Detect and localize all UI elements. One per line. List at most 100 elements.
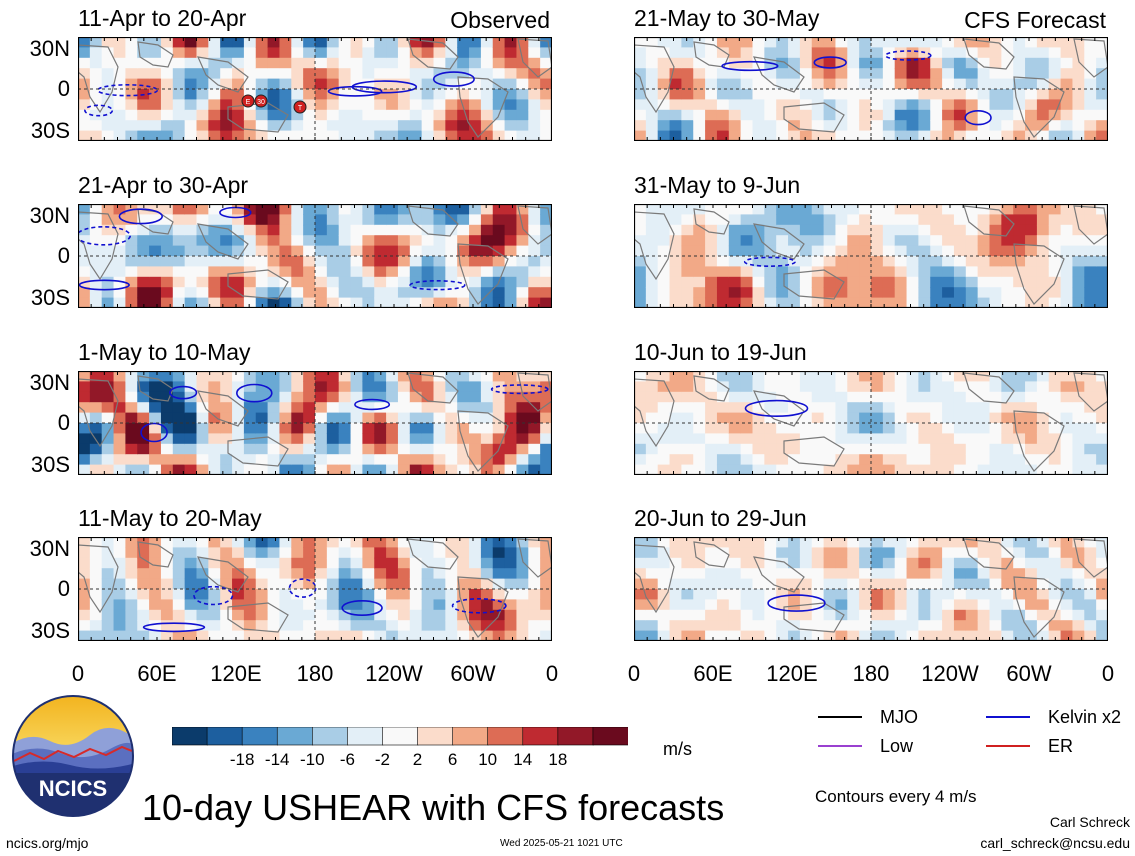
heatmap-cell: [433, 214, 446, 226]
heatmap-cell: [196, 578, 209, 590]
heatmap-cell: [386, 89, 399, 100]
heatmap-cell: [634, 547, 647, 559]
heatmap-cell: [492, 256, 506, 267]
heatmap-cell: [965, 578, 979, 590]
heatmap-cell: [291, 620, 304, 632]
heatmap-cell: [480, 454, 494, 466]
heatmap-cell: [847, 391, 860, 403]
heatmap-cell: [220, 245, 233, 257]
heatmap-cell: [492, 89, 506, 100]
heatmap-cell: [540, 443, 552, 455]
heatmap-cell: [989, 224, 1002, 236]
heatmap-cell: [788, 609, 801, 621]
heatmap-cell: [1072, 433, 1085, 445]
heatmap-cell: [811, 443, 825, 455]
heatmap-cell: [1084, 620, 1097, 632]
heatmap-cell: [823, 37, 837, 48]
heatmap-cell: [125, 557, 138, 569]
heatmap-cell: [728, 433, 742, 445]
heatmap-cell: [752, 578, 765, 590]
coastlines: [634, 538, 1108, 638]
heatmap-cell: [101, 547, 115, 559]
heatmap-cell: [942, 214, 955, 226]
heatmap-cell: [882, 609, 896, 621]
heatmap-cell: [540, 391, 552, 403]
heatmap-cell: [1013, 578, 1026, 590]
heatmap-cell: [716, 99, 730, 111]
heatmap-cell: [799, 297, 813, 308]
heatmap-cell: [776, 412, 789, 424]
heatmap-cell: [338, 443, 352, 455]
heatmap-cell: [172, 287, 186, 299]
heatmap-cell: [125, 630, 138, 641]
heatmap-cell: [705, 464, 718, 475]
heatmap-cell: [208, 609, 221, 621]
heatmap-cell: [906, 599, 919, 611]
heatmap-cell: [421, 266, 435, 278]
heatmap-cell: [172, 276, 186, 288]
heatmap-cell: [1096, 599, 1108, 611]
heatmap-cell: [942, 224, 955, 236]
heatmap-cell: [1013, 381, 1026, 393]
kelvin-contour: [327, 85, 383, 97]
heatmap-cell: [243, 297, 257, 308]
heatmap-cell: [184, 412, 198, 424]
heatmap-cell: [1001, 287, 1014, 299]
heatmap-cell: [634, 578, 647, 590]
heatmap-cell: [101, 130, 115, 141]
heatmap-cell: [681, 371, 694, 382]
kelvin-contour: [219, 206, 252, 219]
heatmap-cell: [657, 235, 671, 247]
heatmap-cell: [918, 589, 931, 600]
heatmap-cell: [918, 120, 931, 132]
heatmap-cell: [350, 557, 363, 569]
heatmap-cell: [78, 454, 91, 466]
heatmap-cell: [776, 381, 789, 393]
heatmap-cell: [113, 99, 126, 111]
heatmap-cell: [172, 578, 186, 590]
heatmap-cell: [1048, 630, 1062, 641]
heatmap-cell: [799, 37, 813, 48]
heatmap-cell: [657, 99, 671, 111]
heatmap-cell: [953, 578, 967, 590]
heatmap-cell: [705, 433, 718, 445]
heatmap-cell: [220, 381, 233, 393]
heatmap-cell: [267, 204, 281, 215]
colorbar-tick-label: 2: [412, 750, 423, 769]
heatmap-cell: [516, 443, 529, 455]
heatmap-cell: [882, 371, 896, 382]
heatmap-cell: [965, 381, 979, 393]
heatmap-cell: [1001, 557, 1014, 569]
heatmap-cell: [1060, 224, 1074, 236]
heatmap-cell: [469, 109, 482, 121]
heatmap-cell: [149, 297, 162, 308]
heatmap-cell: [1060, 130, 1074, 141]
heatmap-cell: [172, 245, 186, 257]
heatmap-cell: [965, 620, 979, 632]
heatmap-cell: [362, 454, 375, 466]
heatmap-cell: [397, 204, 411, 215]
heatmap-cell: [89, 224, 103, 236]
heatmap-cell: [528, 599, 541, 611]
heatmap-cell: [894, 245, 908, 257]
heatmap-cell: [871, 537, 884, 548]
heatmap-cell: [918, 224, 931, 236]
heatmap-cell: [669, 537, 682, 548]
heatmap-cell: [799, 57, 813, 69]
heatmap-cell: [397, 464, 411, 475]
legend-label: ER: [1048, 736, 1074, 756]
heatmap-cell: [516, 609, 529, 621]
heatmap-cell: [906, 547, 919, 559]
heatmap-cell: [409, 433, 423, 445]
heatmap-cell: [326, 204, 340, 215]
heatmap-cell: [788, 557, 801, 569]
heatmap-cell: [267, 381, 281, 393]
heatmap-cell: [528, 266, 541, 278]
heatmap-cell: [942, 109, 955, 121]
heatmap-cell: [540, 297, 552, 308]
heatmap-cell: [1036, 557, 1050, 569]
ncics-logo: NCICS: [12, 695, 134, 817]
x-tick-label: 0: [71, 661, 85, 686]
heatmap-cell: [78, 235, 91, 247]
heatmap-cell: [918, 78, 931, 90]
